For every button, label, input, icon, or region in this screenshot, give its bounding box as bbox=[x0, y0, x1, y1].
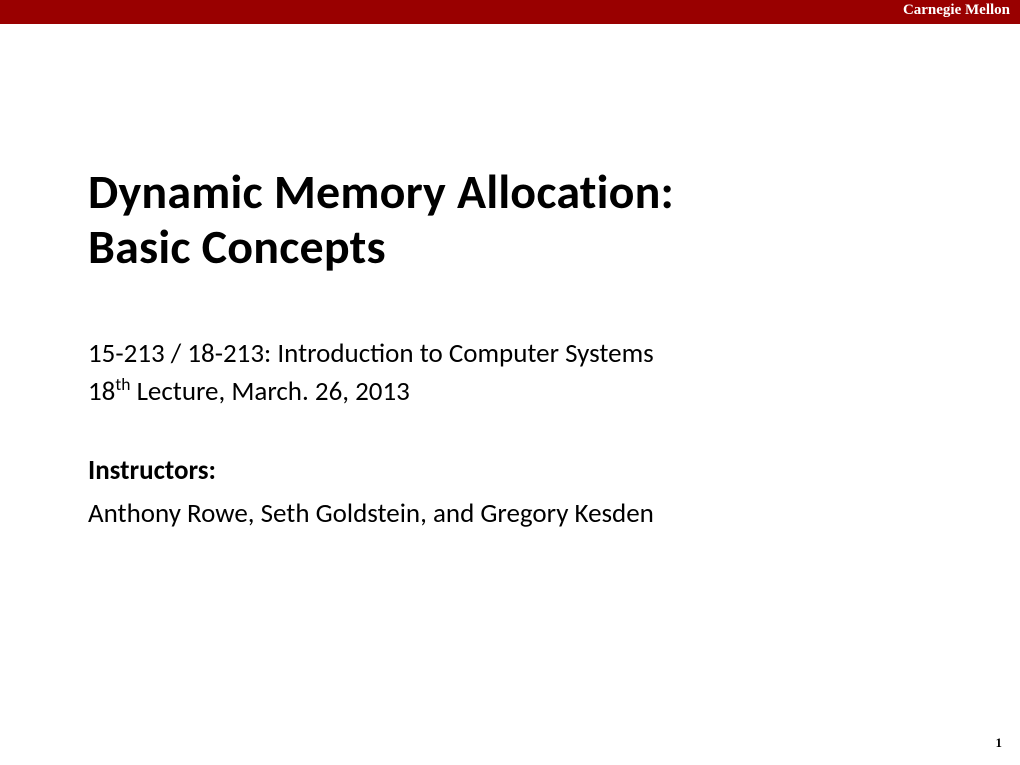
title-line-1: Dynamic Memory Allocation: bbox=[88, 162, 674, 221]
lecture-ordinal-suffix: th bbox=[115, 373, 130, 395]
instructors-label: Instructors: bbox=[88, 454, 960, 487]
instructors-names: Anthony Rowe, Seth Goldstein, and Gregor… bbox=[88, 497, 960, 530]
title-line-2: Basic Concepts bbox=[88, 217, 386, 276]
slide-title: Dynamic Memory Allocation: Basic Concept… bbox=[88, 164, 960, 274]
institution-label: Carnegie Mellon bbox=[903, 2, 1010, 19]
course-line: 15-213 / 18-213: Introduction to Compute… bbox=[88, 336, 960, 372]
lecture-ordinal: 18 bbox=[88, 375, 115, 408]
page-number: 1 bbox=[996, 735, 1003, 751]
header-bar: Carnegie Mellon bbox=[0, 0, 1020, 24]
course-info: 15-213 / 18-213: Introduction to Compute… bbox=[88, 336, 960, 410]
lecture-rest: Lecture, March. 26, 2013 bbox=[130, 375, 409, 408]
slide-content: Dynamic Memory Allocation: Basic Concept… bbox=[0, 164, 1020, 530]
lecture-line: 18th Lecture, March. 26, 2013 bbox=[88, 373, 960, 410]
